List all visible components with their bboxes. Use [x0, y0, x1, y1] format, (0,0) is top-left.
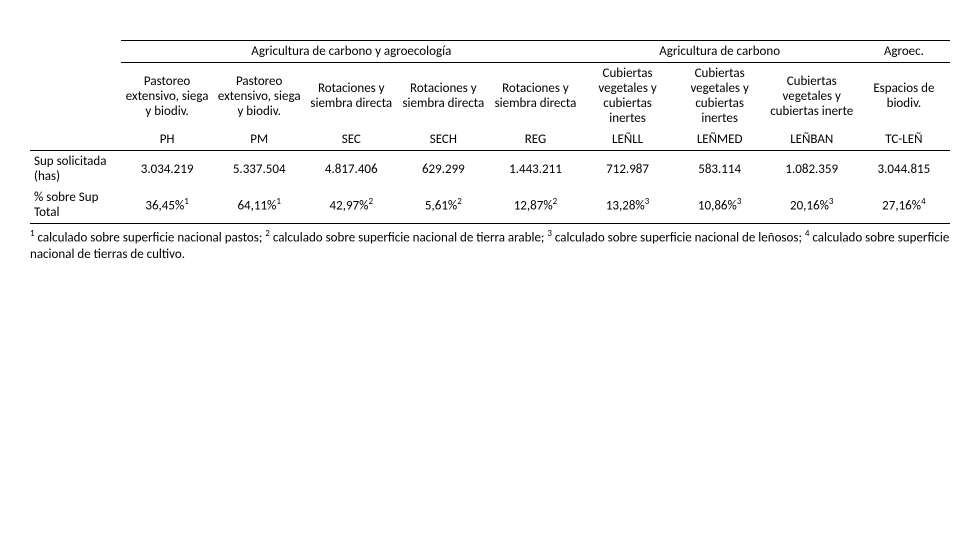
- code-cell: LEÑLL: [582, 129, 674, 151]
- code-cell: PM: [213, 129, 305, 151]
- table-cell: 4.817.406: [305, 151, 397, 188]
- table-cell: 3.034.219: [121, 151, 213, 188]
- code-cell: TC-LEÑ: [858, 129, 950, 151]
- table-cell: 5.337.504: [213, 151, 305, 188]
- subheader: Cubiertas vegetales y cubiertas inerte: [766, 63, 858, 130]
- footnotes: 1 calculado sobre superficie nacional pa…: [30, 228, 950, 264]
- table-cell: 36,45%1: [121, 187, 213, 224]
- table-cell: 3.044.815: [858, 151, 950, 188]
- code-cell: SEC: [305, 129, 397, 151]
- subheader: Pastoreo extensivo, siega y biodiv.: [121, 63, 213, 130]
- subheader-row: Pastoreo extensivo, siega y biodiv. Past…: [30, 63, 950, 130]
- table-cell: 583.114: [674, 151, 766, 188]
- table-cell: 10,86%3: [674, 187, 766, 224]
- group-header-3: Agroec.: [858, 41, 950, 63]
- code-cell: SECH: [397, 129, 489, 151]
- group-header-2: Agricultura de carbono: [582, 41, 858, 63]
- data-table: Agricultura de carbono y agroecología Ag…: [30, 40, 950, 224]
- table-cell: 5,61%2: [397, 187, 489, 224]
- code-cell: LEÑMED: [674, 129, 766, 151]
- row-label: % sobre Sup Total: [30, 187, 121, 224]
- data-row-percent: % sobre Sup Total 36,45%1 64,11%1 42,97%…: [30, 187, 950, 224]
- row-label: Sup solicitada (has): [30, 151, 121, 188]
- subheader: Pastoreo extensivo, siega y biodiv.: [213, 63, 305, 130]
- subheader: Cubiertas vegetales y cubiertas inertes: [674, 63, 766, 130]
- code-row: PH PM SEC SECH REG LEÑLL LEÑMED LEÑBAN T…: [30, 129, 950, 151]
- code-cell: PH: [121, 129, 213, 151]
- subheader: Espacios de biodiv.: [858, 63, 950, 130]
- table-cell: 12,87%2: [489, 187, 581, 224]
- table-cell: 27,16%4: [858, 187, 950, 224]
- table-cell: 1.443.211: [489, 151, 581, 188]
- subheader: Cubiertas vegetales y cubiertas inertes: [582, 63, 674, 130]
- table-cell: 629.299: [397, 151, 489, 188]
- subheader: Rotaciones y siembra directa: [489, 63, 581, 130]
- table-cell: 42,97%2: [305, 187, 397, 224]
- table-cell: 1.082.359: [766, 151, 858, 188]
- subheader: Rotaciones y siembra directa: [397, 63, 489, 130]
- table-cell: 13,28%3: [582, 187, 674, 224]
- table-cell: 20,16%3: [766, 187, 858, 224]
- subheader: Rotaciones y siembra directa: [305, 63, 397, 130]
- data-row-sup-solicitada: Sup solicitada (has) 3.034.219 5.337.504…: [30, 151, 950, 188]
- code-cell: REG: [489, 129, 581, 151]
- code-cell: LEÑBAN: [766, 129, 858, 151]
- table-cell: 712.987: [582, 151, 674, 188]
- group-header-1: Agricultura de carbono y agroecología: [121, 41, 581, 63]
- group-header-row: Agricultura de carbono y agroecología Ag…: [30, 41, 950, 63]
- table-cell: 64,11%1: [213, 187, 305, 224]
